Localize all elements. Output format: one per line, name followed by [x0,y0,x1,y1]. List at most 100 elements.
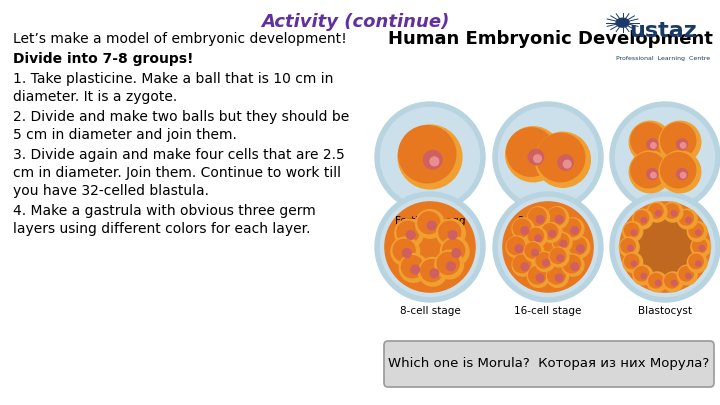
Circle shape [689,254,703,269]
Circle shape [541,223,561,242]
Circle shape [448,230,457,239]
Circle shape [661,123,696,158]
Circle shape [380,198,480,296]
Circle shape [631,123,666,158]
Circle shape [536,133,585,182]
Circle shape [677,139,688,150]
Text: Which one is Morula?  Которая из них Морула?: Which one is Morula? Которая из них Мору… [388,358,710,371]
Circle shape [685,273,691,279]
Circle shape [679,211,693,225]
Text: 8-cell stage: 8-cell stage [400,306,460,316]
Circle shape [680,143,686,148]
Circle shape [629,121,671,163]
Circle shape [663,202,683,222]
Circle shape [568,236,590,258]
Circle shape [562,218,584,240]
Circle shape [398,125,462,189]
Circle shape [688,253,707,273]
Text: 4. Make a gastrula with obvious three germ: 4. Make a gastrula with obvious three ge… [13,204,316,218]
Circle shape [699,245,705,251]
Circle shape [647,272,667,292]
Text: layers using different colors for each layer.: layers using different colors for each l… [13,222,310,236]
Circle shape [524,242,544,262]
Circle shape [418,258,447,286]
Circle shape [536,215,544,223]
Circle shape [498,198,598,296]
Circle shape [677,168,688,179]
Circle shape [528,228,544,244]
Circle shape [507,128,555,176]
Circle shape [634,267,649,281]
Circle shape [680,173,686,178]
Circle shape [402,249,411,258]
Text: cm in diameter. Join them. Continue to work till: cm in diameter. Join them. Continue to w… [13,166,341,180]
Circle shape [441,237,469,266]
Circle shape [528,149,544,165]
Circle shape [528,265,549,287]
Circle shape [577,245,585,252]
Circle shape [624,254,639,269]
Text: diameter. It is a zygote.: diameter. It is a zygote. [13,90,177,104]
Circle shape [655,280,661,286]
Circle shape [616,198,714,296]
Circle shape [549,230,556,237]
Circle shape [542,224,558,239]
Circle shape [528,208,546,226]
Circle shape [619,237,639,257]
Circle shape [391,237,420,266]
Circle shape [685,217,691,223]
Circle shape [427,221,436,230]
Circle shape [437,252,459,275]
Text: 2. Divide and make two balls but they should be: 2. Divide and make two balls but they sh… [13,110,349,124]
Circle shape [691,237,711,257]
Text: Blastocyst: Blastocyst [638,306,692,316]
Circle shape [563,219,580,237]
Circle shape [399,254,428,282]
Circle shape [395,219,423,247]
Circle shape [671,280,677,286]
Circle shape [513,219,531,237]
Text: Activity (continue): Activity (continue) [261,13,449,31]
Circle shape [528,266,546,284]
Circle shape [452,249,461,258]
Circle shape [651,143,656,148]
Circle shape [415,210,444,238]
Circle shape [546,265,569,287]
Text: 2-cell stage: 2-cell stage [518,216,578,226]
Circle shape [525,243,541,258]
Circle shape [554,234,569,249]
Circle shape [536,132,590,187]
Circle shape [649,204,663,218]
Circle shape [663,272,683,292]
Circle shape [631,261,636,266]
Circle shape [651,173,656,178]
Circle shape [385,202,475,292]
Circle shape [552,232,572,252]
Circle shape [436,219,465,247]
Circle shape [498,107,598,207]
Circle shape [628,245,633,251]
Circle shape [678,209,697,229]
Circle shape [661,153,696,188]
Circle shape [633,209,652,229]
Text: you have 32-celled blastula.: you have 32-celled blastula. [13,184,209,198]
Circle shape [635,217,696,277]
Circle shape [633,265,652,285]
Circle shape [508,237,525,255]
Circle shape [693,239,707,253]
Circle shape [631,153,666,188]
Circle shape [446,262,455,271]
Circle shape [406,230,415,239]
Circle shape [493,192,603,302]
Circle shape [620,202,710,292]
Circle shape [563,255,580,273]
Circle shape [562,254,584,276]
Text: Divide into 7-8 groups!: Divide into 7-8 groups! [13,52,194,66]
Circle shape [505,127,561,182]
Circle shape [689,223,703,238]
Circle shape [536,274,544,282]
Circle shape [410,265,420,274]
Text: 5 cm in diameter and join them.: 5 cm in diameter and join them. [13,128,237,142]
Circle shape [571,227,578,234]
Circle shape [616,18,629,27]
